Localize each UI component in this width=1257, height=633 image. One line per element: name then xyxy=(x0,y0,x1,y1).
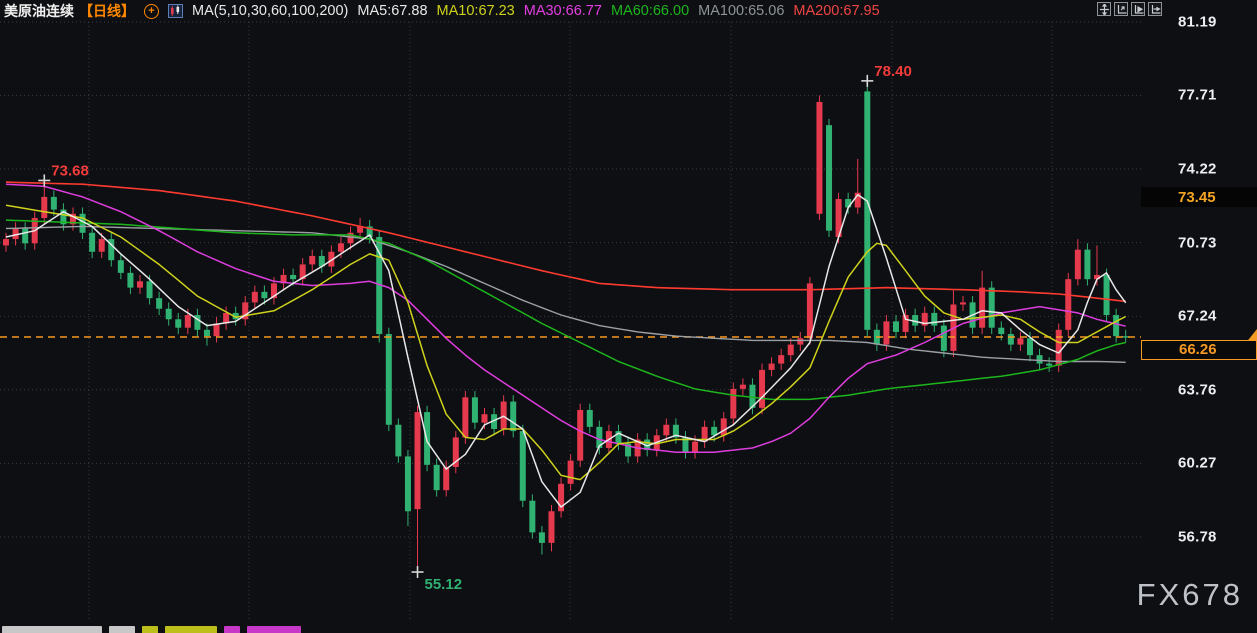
ma-line-ma100 xyxy=(5,225,1126,363)
ma-line-ma5 xyxy=(5,194,1127,508)
annotations-layer: 73.68 78.40 55.12 xyxy=(38,63,912,593)
ma10-value: MA10:67.23 xyxy=(436,3,515,19)
instrument-title: 美原油连续 xyxy=(4,3,74,19)
pane-shift-right-icon[interactable] xyxy=(1148,2,1162,16)
last-price-marker: 66.26 xyxy=(1141,339,1257,360)
ma5-value: MA5:67.88 xyxy=(357,3,428,19)
period-label[interactable]: 【日线】 xyxy=(79,3,135,19)
pane-scale-icon[interactable] xyxy=(1114,2,1128,16)
ma-lines-layer xyxy=(5,181,1127,508)
session-price-marker: 73.45 xyxy=(1141,187,1257,208)
annotation-78.40: 78.40 xyxy=(874,63,912,80)
ma200-value: MA200:67.95 xyxy=(793,3,880,19)
pane-play-icon[interactable] xyxy=(1131,2,1145,16)
ma-parameters-label: MA(5,10,30,60,100,200) xyxy=(192,3,349,19)
fx678-watermark: FX678 xyxy=(1136,577,1243,612)
clipped-indicator-segment xyxy=(142,626,158,633)
chart-toolbar xyxy=(1097,2,1162,16)
clipped-indicator-segment xyxy=(224,626,240,633)
ma-line-ma200 xyxy=(5,181,1126,303)
kline-chart-icon[interactable] xyxy=(168,4,183,18)
clipped-indicator-segment xyxy=(109,626,135,633)
ma30-value: MA30:66.77 xyxy=(523,3,602,19)
ma-line-ma60 xyxy=(5,219,1126,401)
candles-layer xyxy=(3,80,1129,573)
clipped-indicator-segment xyxy=(165,626,217,633)
clipped-indicator-segment xyxy=(247,626,301,633)
clipped-indicator-row xyxy=(2,626,301,633)
move-crosshair-icon[interactable] xyxy=(1097,2,1111,16)
chart-header: 美原油连续 【日线】 + MA(5,10,30,60,100,200) MA5:… xyxy=(4,2,880,20)
clipped-indicator-segment xyxy=(2,626,102,633)
ma100-value: MA100:65.06 xyxy=(698,3,785,19)
grid-layer xyxy=(0,21,1141,622)
ma-line-ma10 xyxy=(5,204,1127,481)
annotation-55.12: 55.12 xyxy=(425,576,463,593)
ma60-value: MA60:66.00 xyxy=(610,3,690,19)
annotation-73.68: 73.68 xyxy=(51,162,89,179)
ma-line-ma30 xyxy=(5,183,1126,453)
add-indicator-icon[interactable]: + xyxy=(144,3,159,19)
